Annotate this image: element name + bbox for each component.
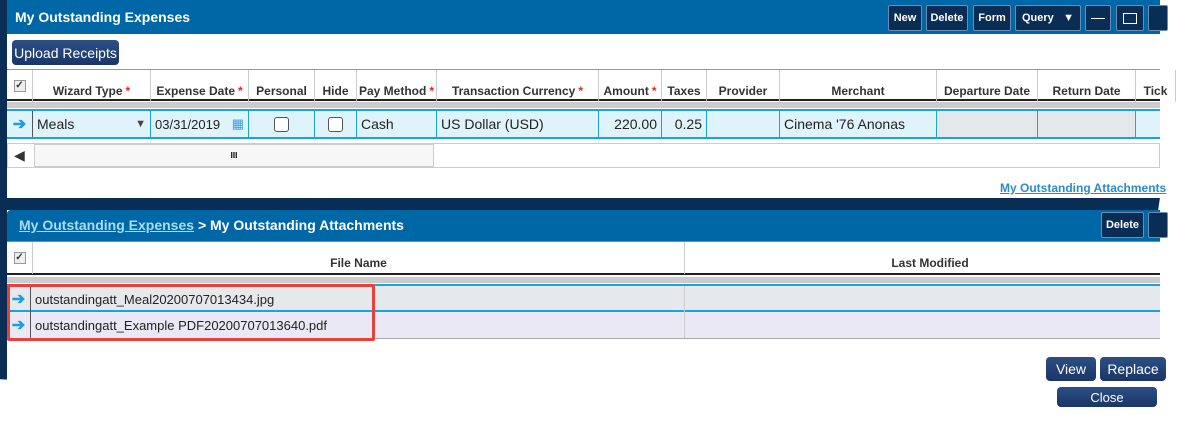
select-all-checkbox[interactable]: ✓	[7, 70, 33, 102]
return-date-cell[interactable]	[1038, 111, 1136, 137]
column-header-return-date[interactable]: Return Date	[1038, 70, 1136, 102]
file-name-cell[interactable]: outstandingatt_Example PDF20200707013640…	[31, 312, 685, 338]
calendar-icon[interactable]: ▦	[231, 116, 244, 131]
close-window-button[interactable]	[1148, 5, 1168, 31]
column-label: Provider	[718, 84, 768, 98]
row-arrow-icon[interactable]: ➔	[7, 312, 31, 338]
expenses-table-header: ✓ Wizard Type * Expense Date * Personal Hide P…	[7, 69, 1176, 102]
query-label: Query	[1022, 12, 1054, 24]
select-all-checkbox[interactable]: ✓	[7, 242, 33, 274]
maximize-icon	[1123, 12, 1137, 24]
attachments-panel: My Outstanding Expenses > My Outstanding…	[7, 210, 1168, 407]
hide-checkbox[interactable]	[315, 111, 357, 137]
column-header-expense-date[interactable]: Expense Date *	[151, 70, 249, 102]
breadcrumb-link[interactable]: My Outstanding Expenses	[19, 217, 195, 233]
upload-receipts-button[interactable]: Upload Receipts	[12, 40, 119, 65]
column-label: Taxes	[667, 84, 701, 98]
row-arrow-icon[interactable]: ➔	[7, 286, 31, 312]
column-label: Expense Date	[156, 84, 236, 98]
attachments-header: My Outstanding Expenses > My Outstanding…	[7, 210, 1168, 241]
view-button[interactable]: View	[1046, 357, 1096, 381]
expense-date-value: 03/31/2019	[155, 116, 221, 132]
maximize-button[interactable]	[1116, 5, 1144, 31]
replace-button[interactable]: Replace	[1100, 357, 1166, 381]
required-marker: *	[125, 84, 131, 98]
row-arrow-icon[interactable]: ➔	[7, 111, 33, 137]
new-button[interactable]: New	[888, 5, 922, 31]
chevron-down-icon: ▼	[1063, 12, 1074, 24]
file-name-cell[interactable]: outstandingatt_Meal20200707013434.jpg	[31, 286, 685, 312]
provider-cell[interactable]	[707, 111, 780, 137]
form-button[interactable]: Form	[973, 5, 1011, 31]
column-header-amount[interactable]: Amount *	[599, 70, 662, 102]
required-marker: *	[238, 84, 243, 98]
minimize-icon	[1091, 17, 1105, 19]
delete-button[interactable]: Delete	[1101, 212, 1144, 238]
more-button[interactable]	[1148, 212, 1168, 238]
minimize-button[interactable]	[1085, 5, 1111, 31]
column-header-provider[interactable]: Provider	[707, 70, 780, 102]
column-label: Personal	[256, 84, 307, 98]
attachments-link[interactable]: My Outstanding Attachments	[1000, 181, 1167, 195]
expenses-header: My Outstanding Expenses New Delete Form …	[7, 0, 1168, 34]
column-header-last-modified[interactable]: Last Modified	[891, 256, 969, 270]
column-header-taxes[interactable]: Taxes	[662, 70, 707, 102]
column-header-transaction-currency[interactable]: Transaction Currency *	[437, 70, 599, 102]
amount-cell[interactable]: 220.00	[599, 111, 662, 137]
table-row[interactable]: ➔ outstandingatt_Example PDF202007070136…	[7, 312, 1160, 339]
column-header-personal[interactable]: Personal	[249, 70, 315, 102]
merchant-cell[interactable]: Cinema '76 Anonas	[780, 111, 937, 137]
column-label: Merchant	[831, 84, 885, 98]
resize-bar[interactable]	[7, 102, 1160, 108]
column-label: Tick	[1143, 84, 1168, 98]
highlight-box	[7, 284, 375, 341]
expense-date-field[interactable]: 03/31/2019 ▦	[151, 111, 249, 137]
column-label: Transaction Currency	[451, 84, 576, 98]
last-modified-cell	[685, 312, 1155, 338]
column-header-wizard-type[interactable]: Wizard Type *	[33, 70, 151, 102]
departure-date-cell[interactable]	[937, 111, 1038, 137]
required-marker: *	[651, 84, 657, 98]
delete-button[interactable]: Delete	[926, 5, 968, 31]
expenses-panel: My Outstanding Expenses New Delete Form …	[7, 0, 1176, 198]
column-label: Amount	[603, 84, 649, 98]
column-header-departure-date[interactable]: Departure Date	[937, 70, 1038, 102]
column-label: Departure Date	[943, 84, 1031, 98]
column-label: Hide	[322, 84, 349, 98]
pay-method-cell[interactable]: Cash	[357, 111, 437, 137]
column-header-hide[interactable]: Hide	[315, 70, 357, 102]
column-label: Pay Method	[358, 84, 427, 98]
column-label: Return Date	[1052, 84, 1121, 98]
close-button[interactable]: Close	[1057, 387, 1157, 407]
horizontal-scrollbar[interactable]: ◀ III	[7, 143, 1160, 168]
last-modified-cell	[685, 286, 1155, 312]
column-header-file-name[interactable]: File Name	[33, 242, 685, 274]
scroll-thumb[interactable]: III	[34, 144, 434, 167]
table-row[interactable]: ➔ Meals ▼ 03/31/2019 ▦ Cash US Dollar (USD…	[7, 109, 1160, 139]
column-header-pay-method[interactable]: Pay Method *	[357, 70, 437, 102]
resize-bar[interactable]	[7, 277, 1160, 283]
required-marker: *	[429, 84, 434, 98]
table-row[interactable]: ➔ outstandingatt_Meal20200707013434.jpg	[7, 284, 1160, 312]
column-header-tick[interactable]: Tick	[1136, 70, 1176, 102]
taxes-cell[interactable]: 0.25	[662, 111, 707, 137]
chevron-down-icon: ▼	[135, 118, 146, 130]
attachments-table-header: ✓ File Name Last Modified	[7, 241, 1160, 275]
required-marker: *	[578, 84, 584, 98]
column-label: Wizard Type	[52, 84, 123, 98]
panel-title: My Outstanding Attachments	[210, 217, 404, 233]
column-header-merchant[interactable]: Merchant	[780, 70, 937, 102]
breadcrumb-separator: >	[197, 217, 207, 233]
wizard-type-select[interactable]: Meals ▼	[33, 111, 151, 137]
scroll-left-icon[interactable]: ◀	[14, 147, 25, 163]
query-button[interactable]: Query ▼	[1015, 5, 1081, 31]
wizard-type-value: Meals	[37, 116, 75, 132]
panel-title: My Outstanding Expenses	[15, 9, 191, 25]
personal-checkbox[interactable]	[249, 111, 315, 137]
currency-cell[interactable]: US Dollar (USD)	[437, 111, 599, 137]
